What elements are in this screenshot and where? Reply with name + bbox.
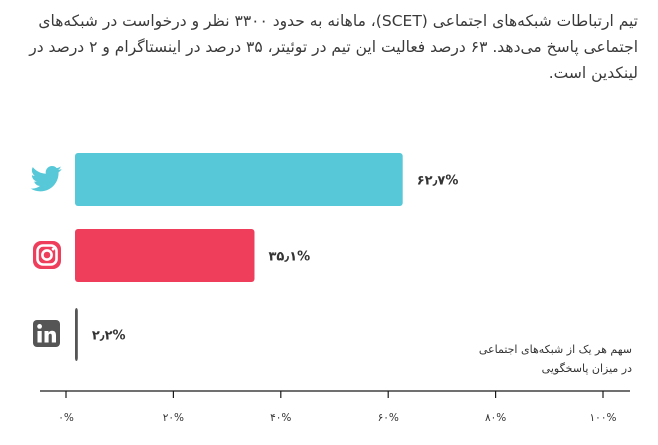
- twitter-icon: [30, 165, 62, 192]
- x-tick-label: ۰%: [58, 412, 74, 424]
- value-label-twitter: ۶۲٫۷%: [417, 174, 459, 189]
- value-label-instagram: ۳۵٫۱%: [268, 250, 310, 265]
- linkedin-icon: [33, 320, 60, 347]
- instagram-icon: [33, 241, 61, 269]
- x-tick-label: ۴۰%: [270, 412, 291, 424]
- chart-caption-line-2: در میزان پاسخگویی: [541, 362, 632, 375]
- x-axis: ۰% ۲۰% ۴۰% ۶۰% ۸۰% ۱۰۰%: [40, 390, 630, 424]
- x-tick-label: ۸۰%: [485, 412, 506, 424]
- chart-caption: سهم هر یک از شبکه‌های اجتماعی در میزان پ…: [440, 340, 632, 378]
- value-label-linkedin: ۲٫۲%: [92, 329, 126, 344]
- icon-column: [30, 165, 62, 347]
- bar-linkedin: [75, 308, 78, 361]
- x-tick-label: ۲۰%: [163, 412, 184, 424]
- intro-paragraph: تیم ارتباطات شبکه‌های اجتماعی (SCET)، ما…: [29, 12, 638, 82]
- x-tick-label: ۱۰۰%: [590, 412, 617, 424]
- x-tick-label: ۶۰%: [378, 412, 399, 424]
- chart-caption-line-1: سهم هر یک از شبکه‌های اجتماعی: [478, 343, 632, 356]
- bar-instagram: [75, 229, 255, 282]
- bars-group: ۶۲٫۷% ۳۵٫۱% ۲٫۲%: [75, 153, 458, 361]
- bar-twitter: [75, 153, 403, 206]
